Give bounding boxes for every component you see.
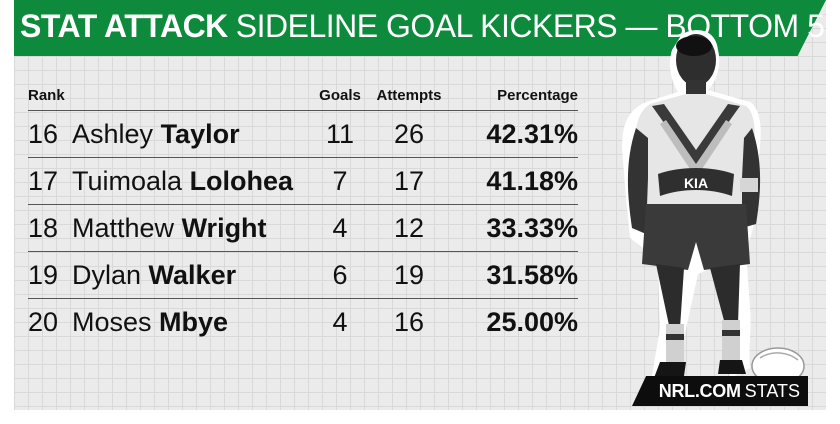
percentage-cell: 42.31% bbox=[454, 110, 578, 158]
player-name: Moses Mbye bbox=[72, 298, 316, 345]
last-name: Mbye bbox=[159, 306, 229, 337]
percentage-cell: 31.58% bbox=[454, 251, 578, 299]
player-photo: KIA bbox=[622, 30, 805, 385]
col-goals: Goals bbox=[319, 86, 361, 104]
table-row: 20 Moses Mbye 4 16 25.00% bbox=[28, 298, 578, 345]
table-row: 16 Ashley Taylor 11 26 42.31% bbox=[28, 110, 578, 158]
table-row: 19 Dylan Walker 6 19 31.58% bbox=[28, 251, 578, 299]
last-name: Wright bbox=[181, 212, 267, 243]
logo-bold: NRL.COM bbox=[658, 380, 741, 401]
last-name: Taylor bbox=[160, 118, 240, 149]
col-attempts: Attempts bbox=[376, 86, 442, 104]
table-row: 18 Matthew Wright 4 12 33.33% bbox=[28, 204, 578, 252]
attempts-cell: 12 bbox=[364, 204, 454, 252]
rank-cell: 18 bbox=[28, 204, 72, 252]
rank-cell: 20 bbox=[28, 298, 72, 345]
goals-cell: 6 bbox=[316, 251, 364, 299]
sponsor-logo: KIA bbox=[684, 175, 708, 191]
first-name: Ashley bbox=[72, 118, 154, 149]
logo-rest: STATS bbox=[744, 380, 800, 401]
player-name: Ashley Taylor bbox=[72, 110, 316, 158]
player-name: Matthew Wright bbox=[72, 204, 316, 252]
player-figure: KIA bbox=[622, 30, 761, 378]
goals-cell: 11 bbox=[316, 110, 364, 158]
player-name: Dylan Walker bbox=[72, 251, 316, 299]
nrl-stats-logo: NRL.COM STATS bbox=[632, 376, 808, 406]
table-row: 17 Tuimoala Lolohea 7 17 41.18% bbox=[28, 157, 578, 205]
first-name: Moses bbox=[72, 306, 152, 337]
last-name: Walker bbox=[148, 259, 237, 290]
first-name: Dylan bbox=[72, 259, 142, 290]
col-rank: Rank bbox=[28, 86, 65, 104]
attempts-cell: 26 bbox=[364, 110, 454, 158]
player-name: Tuimoala Lolohea bbox=[72, 157, 316, 205]
goals-cell: 4 bbox=[316, 204, 364, 252]
rank-cell: 16 bbox=[28, 110, 72, 158]
page-title: STAT ATTACK SIDELINE GOAL KICKERS — BOTTO… bbox=[20, 8, 825, 45]
col-percentage: Percentage bbox=[497, 86, 578, 104]
goals-cell: 4 bbox=[316, 298, 364, 345]
goals-cell: 7 bbox=[316, 157, 364, 205]
rank-cell: 19 bbox=[28, 251, 72, 299]
title-rest: SIDELINE GOAL KICKERS — BOTTOM 5 bbox=[235, 8, 825, 44]
table-header-row: Rank Goals Attempts Percentage bbox=[28, 80, 578, 111]
first-name: Matthew bbox=[72, 212, 175, 243]
attempts-cell: 16 bbox=[364, 298, 454, 345]
last-name: Lolohea bbox=[189, 165, 294, 196]
percentage-cell: 33.33% bbox=[454, 204, 578, 252]
attempts-cell: 19 bbox=[364, 251, 454, 299]
percentage-cell: 25.00% bbox=[454, 298, 578, 345]
first-name: Tuimoala bbox=[72, 165, 183, 196]
attempts-cell: 17 bbox=[364, 157, 454, 205]
goal-kickers-table: Rank Goals Attempts Percentage 16 Ashley… bbox=[28, 80, 578, 345]
title-bold: STAT ATTACK bbox=[20, 8, 228, 44]
percentage-cell: 41.18% bbox=[454, 157, 578, 205]
rank-cell: 17 bbox=[28, 157, 72, 205]
